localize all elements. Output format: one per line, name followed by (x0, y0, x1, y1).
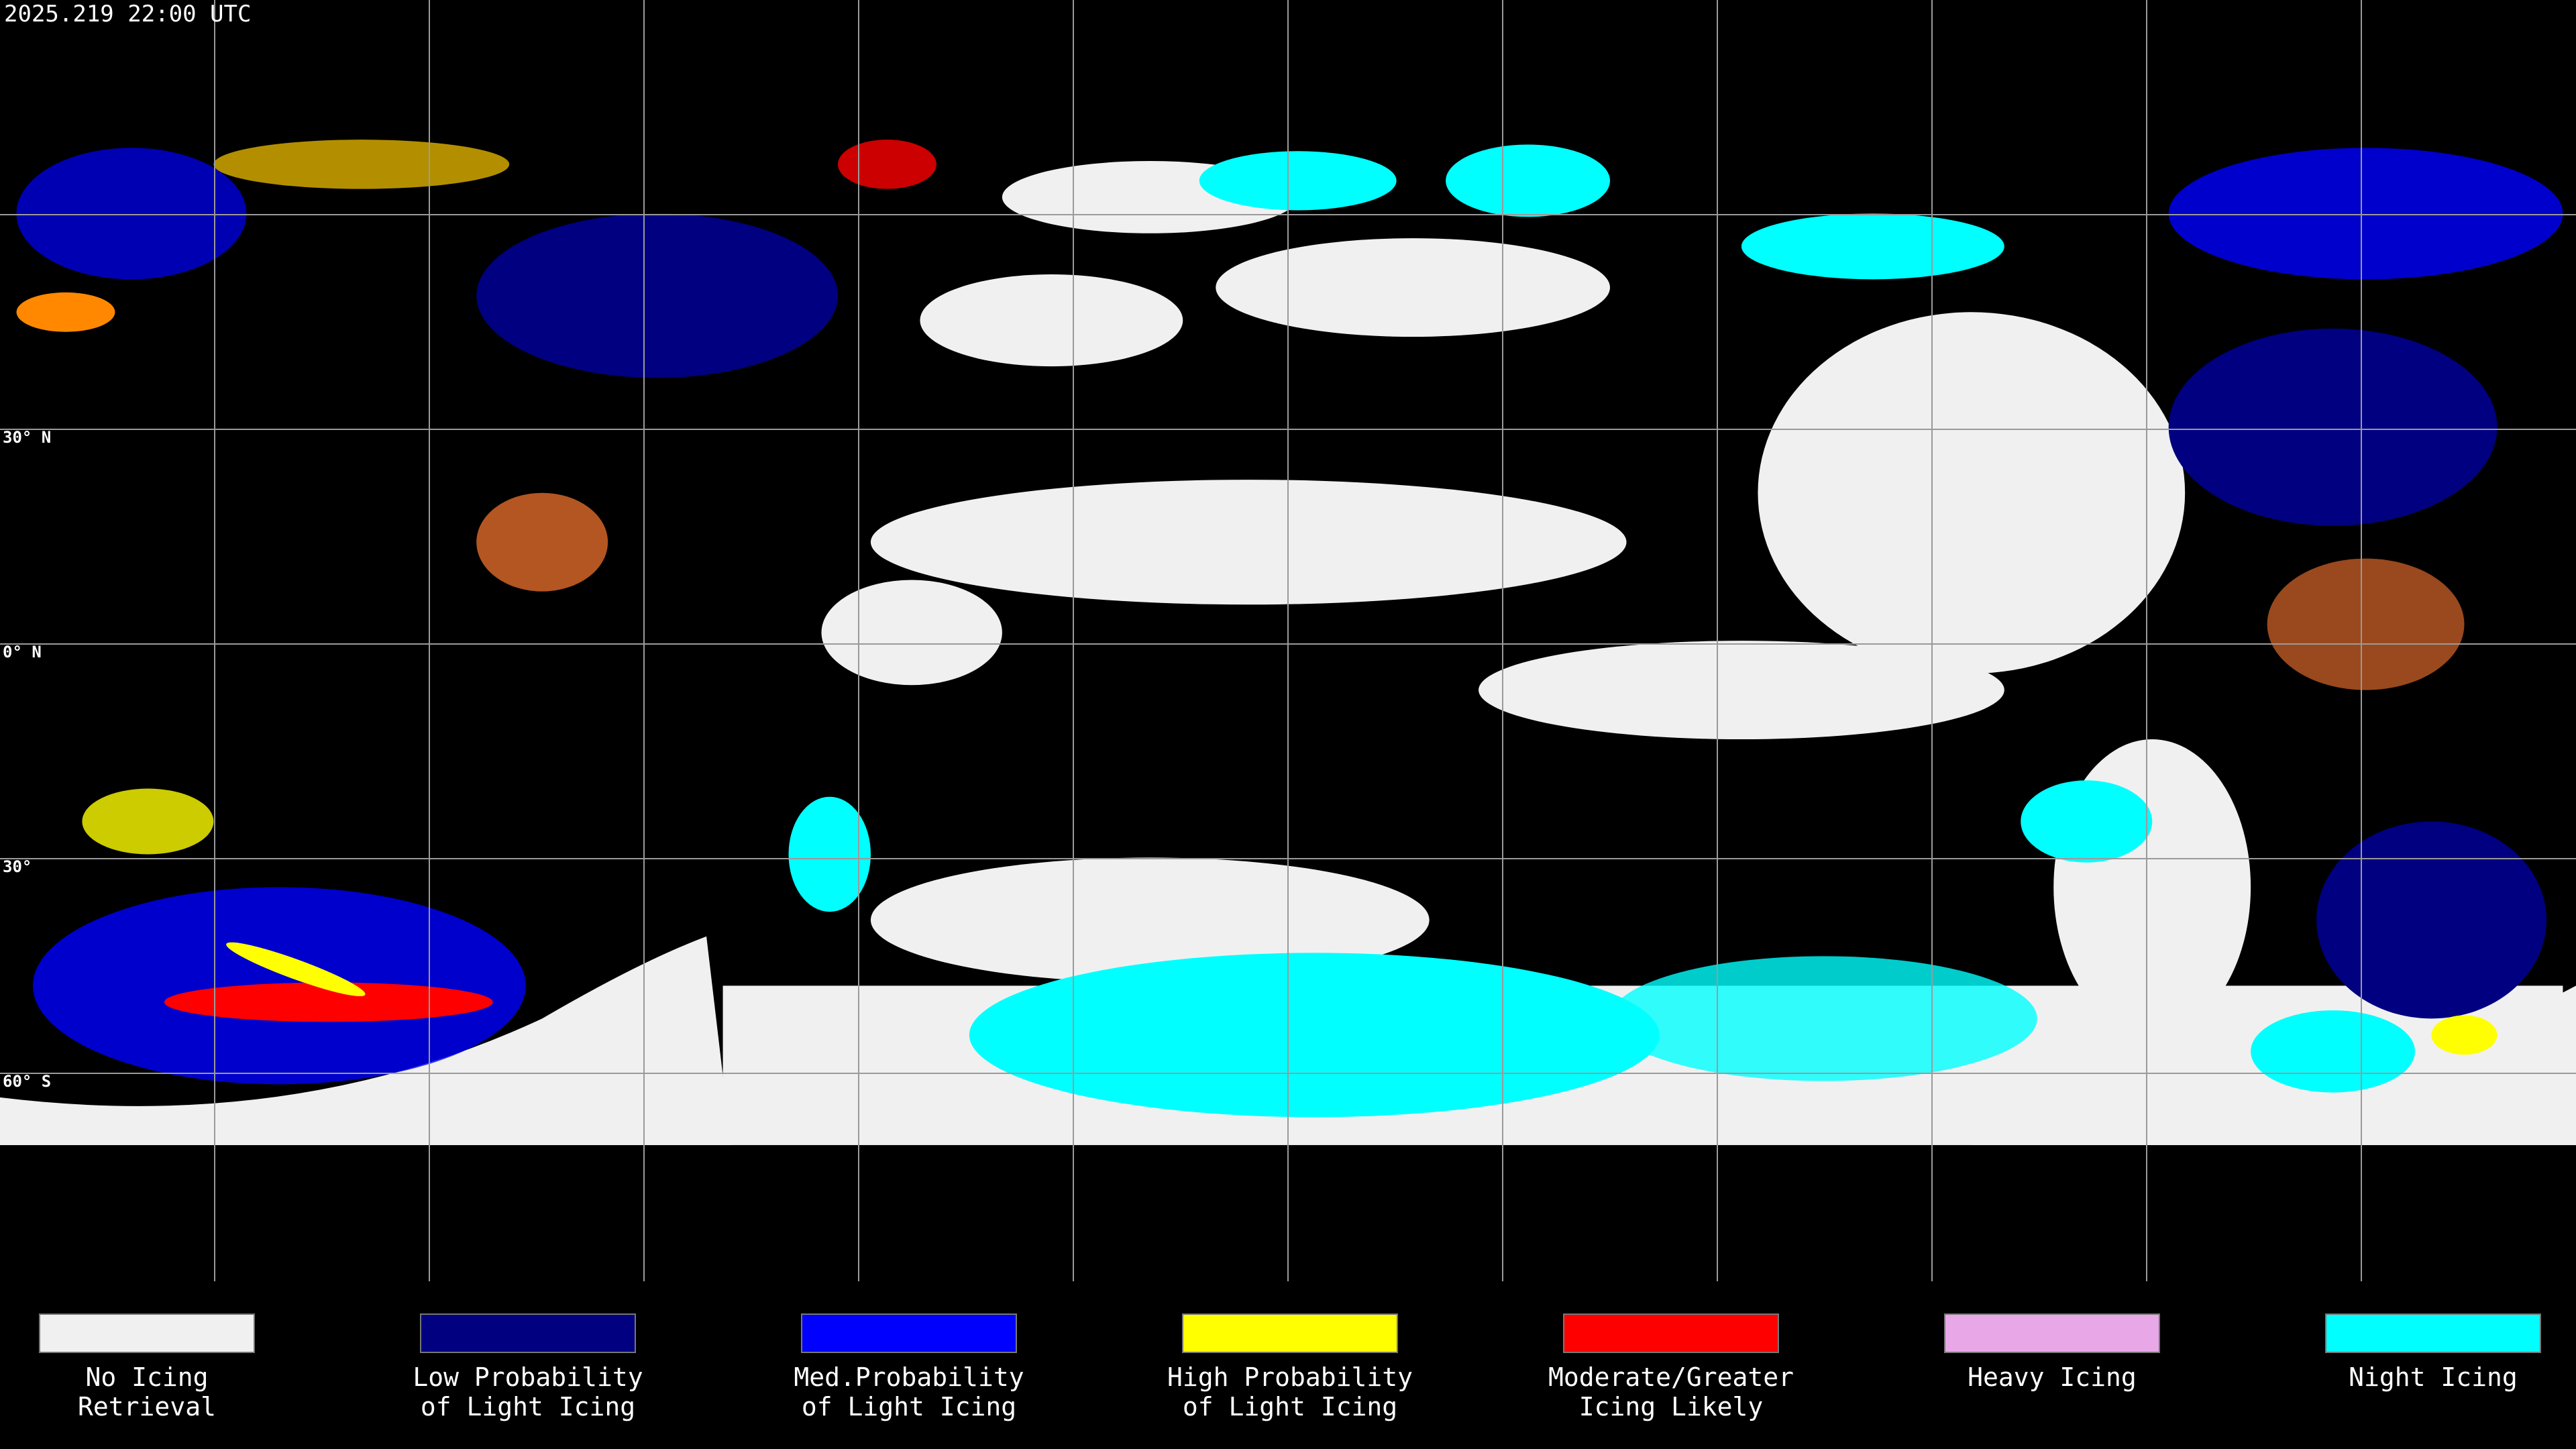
legend-swatch (1944, 1313, 2160, 1353)
legend-label: High Probability (1167, 1362, 1413, 1392)
cloud-night-icing (1446, 144, 1611, 217)
icing-area (476, 213, 838, 378)
latitude-label: 0° N (3, 643, 42, 661)
cloud-no-icing (870, 480, 1627, 605)
latitude-label: 30° (3, 857, 32, 876)
icing-area (82, 788, 214, 855)
legend-label: of Light Icing (802, 1392, 1016, 1421)
legend-label: Heavy Icing (1968, 1362, 2137, 1392)
legend-label: Night Icing (2349, 1362, 2518, 1392)
latitude-label: 60° S (3, 1072, 51, 1091)
legend-swatch (801, 1313, 1017, 1353)
cloud-night-icing (2251, 1010, 2416, 1093)
cloud-no-icing (920, 274, 1183, 367)
legend-swatch (39, 1313, 255, 1353)
satellite-imagery (0, 140, 2576, 1145)
cloud-night-icing (2021, 780, 2153, 863)
cloud-no-icing (0, 936, 731, 1145)
legend-label: Retrieval (78, 1392, 216, 1421)
cloud-night-icing (788, 796, 871, 912)
cloud-no-icing (1971, 985, 2576, 1145)
icing-area (837, 140, 936, 189)
icing-area (2267, 558, 2465, 690)
graticule (0, 0, 2576, 1281)
cloud-night-icing (1199, 151, 1397, 211)
timestamp: 2025.219 22:00 UTC (4, 1, 251, 28)
legend-swatch (1563, 1313, 1779, 1353)
legend-label: Moderate/Greater (1548, 1362, 1794, 1392)
cloud-night-icing (1610, 956, 2037, 1081)
legend-label: of Light Icing (421, 1392, 635, 1421)
legend-swatch (1182, 1313, 1398, 1353)
icing-area (2168, 148, 2563, 280)
legend-swatch (2325, 1313, 2541, 1353)
legend-label: of Light Icing (1183, 1392, 1397, 1421)
icing-area (2168, 328, 2498, 526)
latitude-labels: 30° N 0° N 30° 60° S (3, 428, 51, 1091)
cloud-no-icing (1216, 238, 1611, 337)
icing-area (2316, 821, 2546, 1019)
icing-area (213, 140, 510, 189)
icing-area (164, 982, 493, 1022)
cloud-night-icing (1741, 213, 2004, 280)
cloud-night-icing (969, 953, 1660, 1118)
legend-swatch (420, 1313, 636, 1353)
legend-label: Low Probability (413, 1362, 643, 1392)
legend-label: Icing Likely (1579, 1392, 1764, 1421)
legend-label: No Icing (85, 1362, 208, 1392)
legend-label: Med.Probability (794, 1362, 1024, 1392)
cloud-no-icing (1479, 641, 2004, 740)
icing-area (226, 942, 366, 997)
icing-area (16, 148, 247, 280)
icing-area (476, 492, 608, 592)
icing-area (16, 292, 115, 332)
cloud-no-icing (1758, 312, 2186, 674)
icing-area (2431, 1015, 2498, 1055)
cloud-no-icing (821, 580, 1002, 686)
latitude-label: 30° N (3, 428, 51, 447)
cloud-no-icing (870, 857, 1430, 983)
